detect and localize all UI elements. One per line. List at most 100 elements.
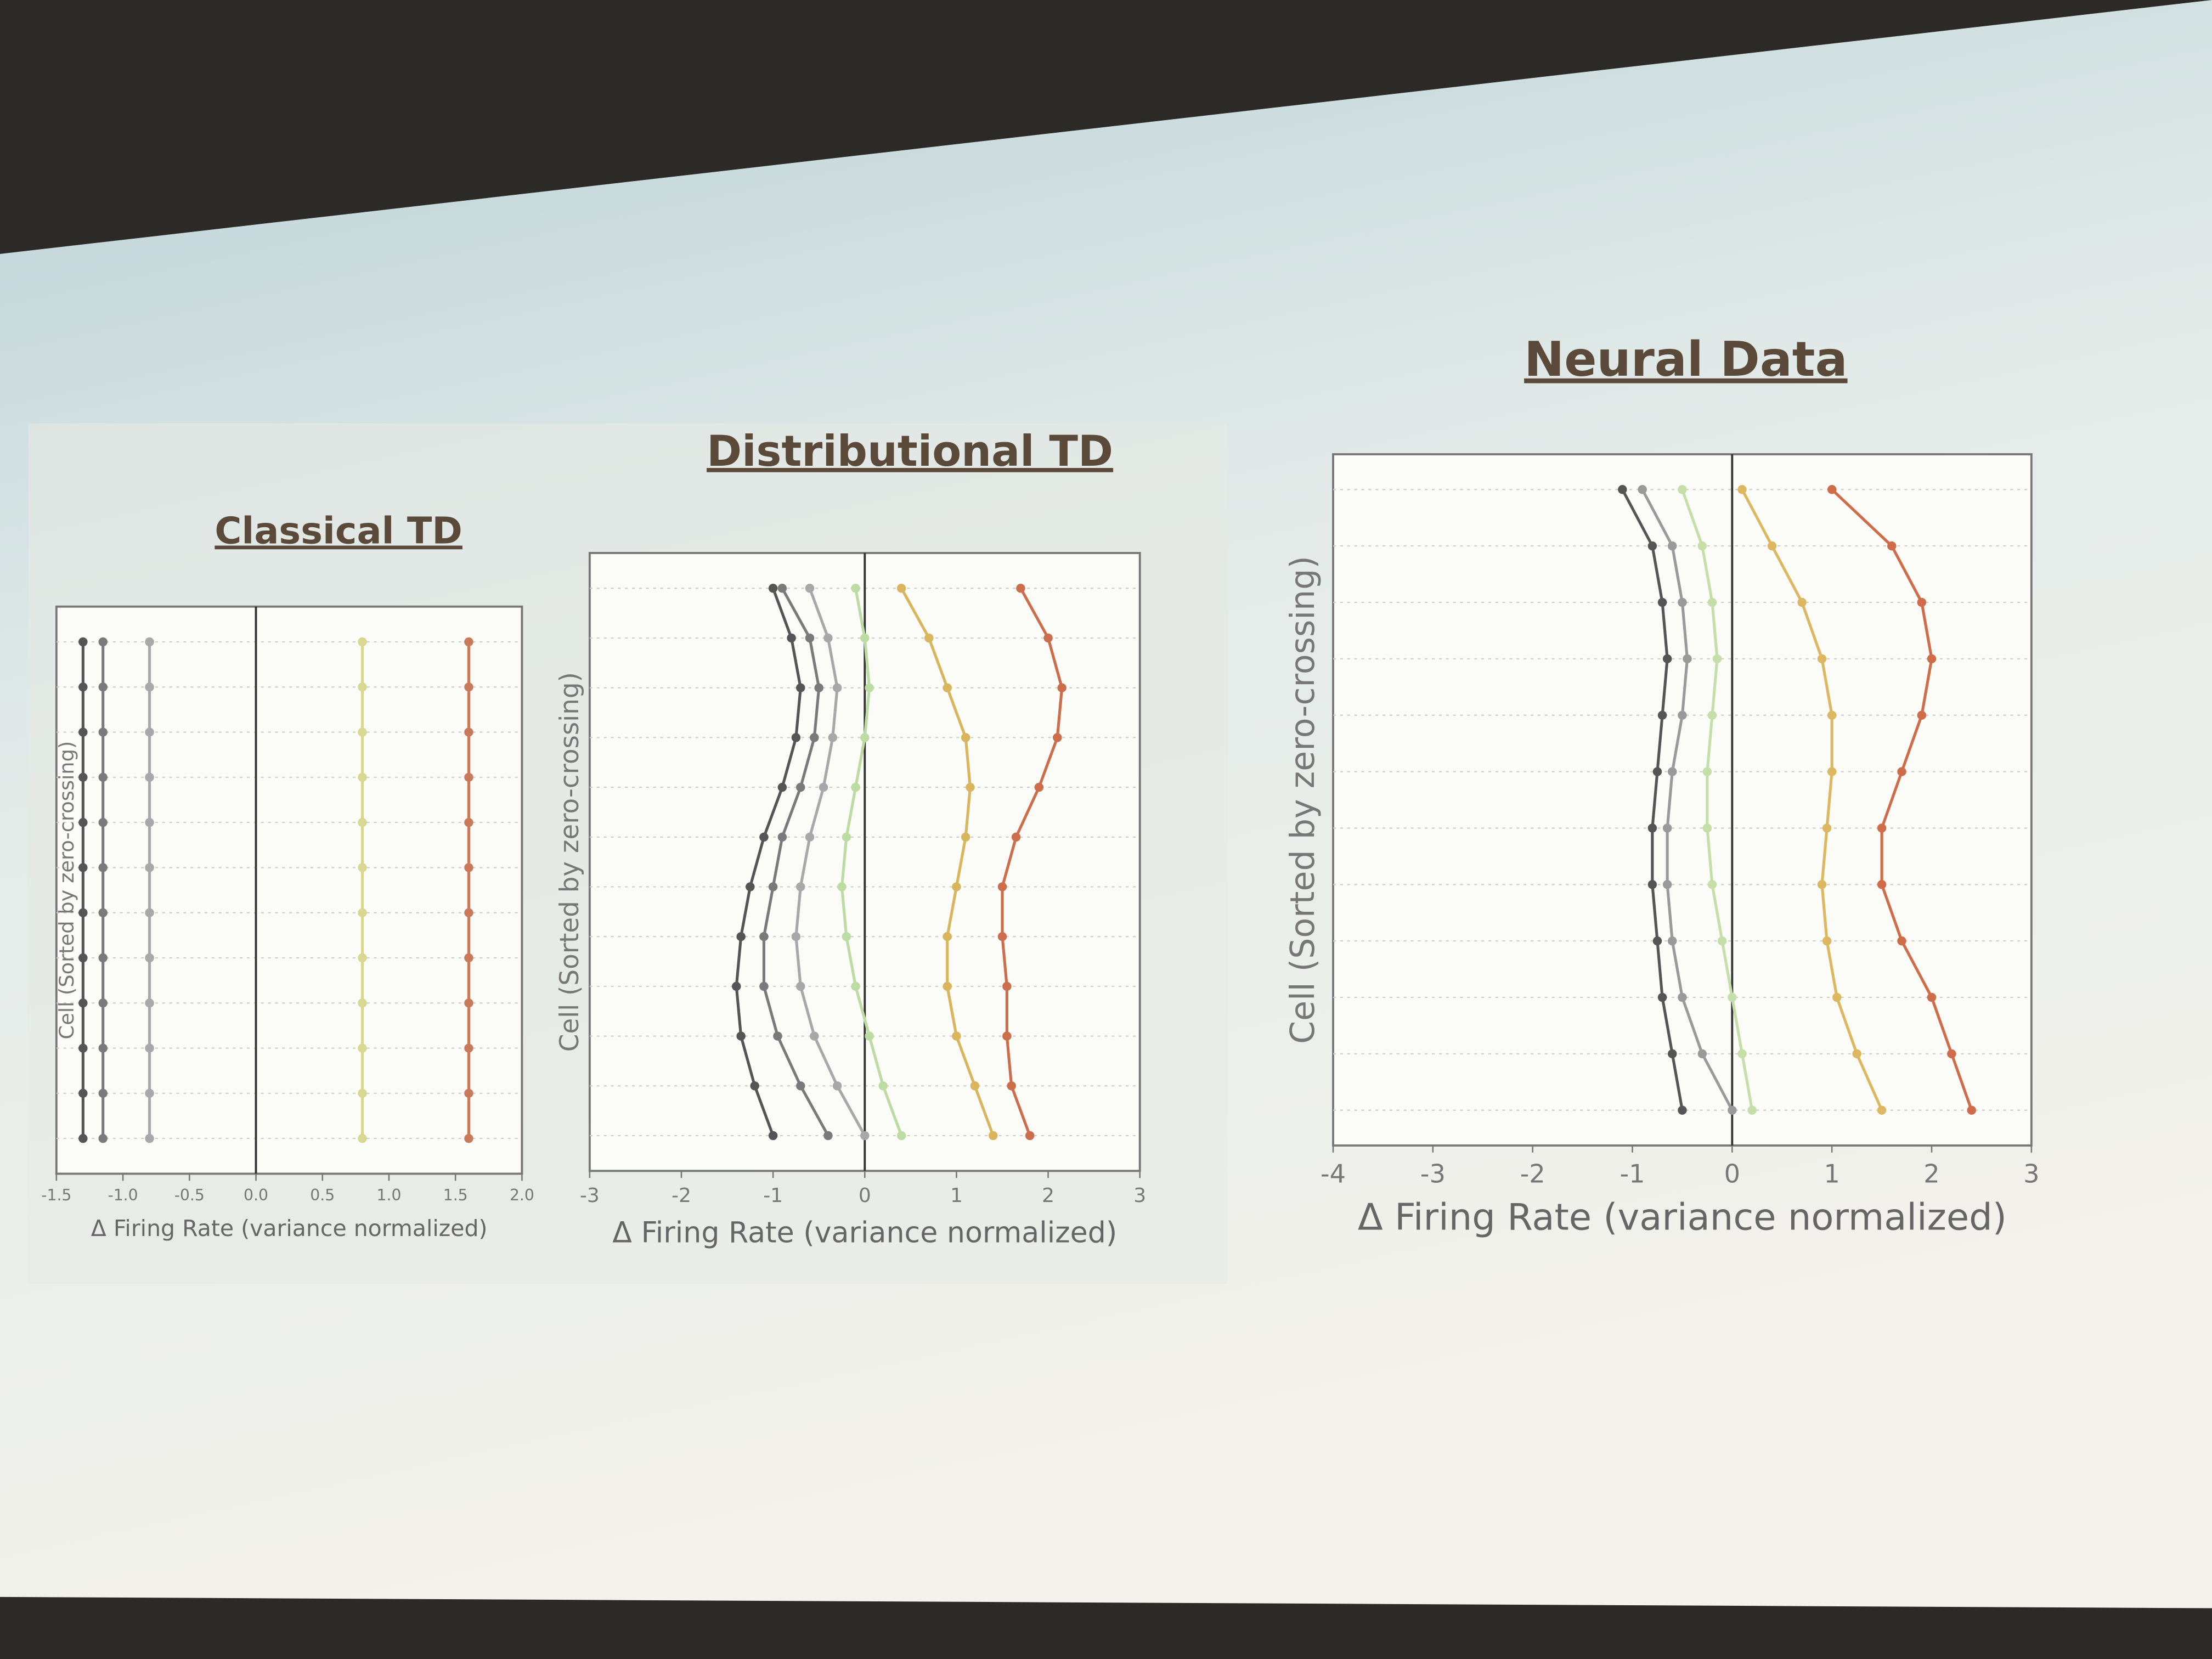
cell-point <box>1827 710 1837 720</box>
chart-title: Neural Data <box>1524 331 1847 387</box>
cell-point <box>796 882 805 891</box>
cell-point <box>814 683 823 692</box>
cell-point <box>1822 823 1832 833</box>
cell-point <box>1002 981 1012 991</box>
cell-point <box>759 832 769 842</box>
cell-point <box>970 1081 980 1091</box>
cell-point <box>796 981 805 991</box>
cell-point <box>1638 485 1647 494</box>
cell-point <box>796 782 805 792</box>
cell-point <box>98 637 108 647</box>
cell-point <box>98 1043 108 1053</box>
cell-point <box>464 863 473 872</box>
cell-point <box>791 932 801 941</box>
cell-point <box>997 882 1007 891</box>
cell-point <box>1827 767 1837 776</box>
x-axis-label: Δ Firing Rate (variance normalized) <box>612 1217 1117 1250</box>
cell-point <box>1662 880 1672 889</box>
cell-point <box>961 832 970 842</box>
x-tick-label: 2 <box>1042 1184 1054 1207</box>
cell-point <box>358 1133 367 1143</box>
cell-point <box>1678 1105 1687 1115</box>
cell-point <box>787 633 796 643</box>
x-tick-label: -1 <box>1620 1159 1645 1189</box>
cell-point <box>810 1031 819 1041</box>
cell-point <box>1897 936 1906 946</box>
cell-point <box>759 932 769 941</box>
cell-point <box>358 998 367 1008</box>
x-axis-label: Δ Firing Rate (variance normalized) <box>91 1215 488 1242</box>
cell-point <box>1668 1049 1677 1059</box>
cell-point <box>358 682 367 692</box>
cell-point <box>805 633 815 643</box>
cell-point <box>860 633 870 643</box>
cell-point <box>358 1043 367 1053</box>
cell-point <box>78 1043 88 1053</box>
cell-point <box>1678 597 1687 607</box>
cell-point <box>145 772 154 782</box>
fit-curve <box>1621 489 1684 1111</box>
cell-point <box>464 953 473 963</box>
cell-point <box>1827 485 1837 494</box>
cell-point <box>78 908 88 917</box>
cell-point <box>464 998 473 1008</box>
x-tick-label: 1.0 <box>377 1186 402 1204</box>
cell-point <box>78 998 88 1008</box>
cell-point <box>1657 992 1667 1002</box>
cell-point <box>145 727 154 737</box>
fit-curve <box>735 588 802 1136</box>
plot-area <box>55 605 523 1175</box>
cell-point <box>810 733 819 742</box>
cell-point <box>777 832 787 842</box>
cell-point <box>145 863 154 872</box>
cell-point <box>1618 485 1627 494</box>
cell-point <box>952 1031 961 1041</box>
cell-point <box>746 882 755 891</box>
cell-point <box>78 727 88 737</box>
cell-point <box>145 637 154 647</box>
cell-point <box>145 1043 154 1053</box>
cell-point <box>1678 485 1687 494</box>
cell-point <box>842 932 851 941</box>
cell-point <box>842 832 851 842</box>
fit-curve <box>1741 489 1883 1111</box>
plot-area <box>1332 453 2033 1147</box>
cell-point <box>78 637 88 647</box>
cell-point <box>358 908 367 917</box>
cell-point <box>1917 710 1927 720</box>
cell-point <box>819 782 828 792</box>
cell-point <box>750 1081 759 1091</box>
x-tick-label: 1 <box>950 1184 963 1207</box>
cell-point <box>145 953 154 963</box>
cell-point <box>1728 1105 1737 1115</box>
cell-point <box>805 832 815 842</box>
cell-point <box>732 981 741 991</box>
cell-point <box>464 727 473 737</box>
y-axis-label: Cell (Sorted by zero-crossing) <box>55 741 78 1040</box>
cell-point <box>78 682 88 692</box>
cell-point <box>851 782 860 792</box>
cell-point <box>1822 936 1832 946</box>
cell-point <box>1678 710 1687 720</box>
cell-point <box>896 584 906 593</box>
cell-point <box>832 1081 842 1091</box>
cell-point <box>1712 654 1722 664</box>
cell-point <box>1832 992 1842 1002</box>
cell-point <box>1016 584 1025 593</box>
cell-point <box>865 1031 874 1041</box>
cell-point <box>98 908 108 917</box>
cell-point <box>464 772 473 782</box>
x-tick-label: 2 <box>1923 1159 1939 1189</box>
cell-point <box>1728 992 1737 1002</box>
cell-point <box>828 733 838 742</box>
cell-point <box>358 727 367 737</box>
cell-point <box>736 1031 746 1041</box>
cell-point <box>464 637 473 647</box>
cell-point <box>1737 485 1747 494</box>
cell-point <box>1702 823 1712 833</box>
x-tick-label: 3 <box>1133 1184 1146 1207</box>
cell-point <box>773 1031 782 1041</box>
cell-point <box>98 772 108 782</box>
cell-point <box>1668 936 1677 946</box>
cell-point <box>98 863 108 872</box>
